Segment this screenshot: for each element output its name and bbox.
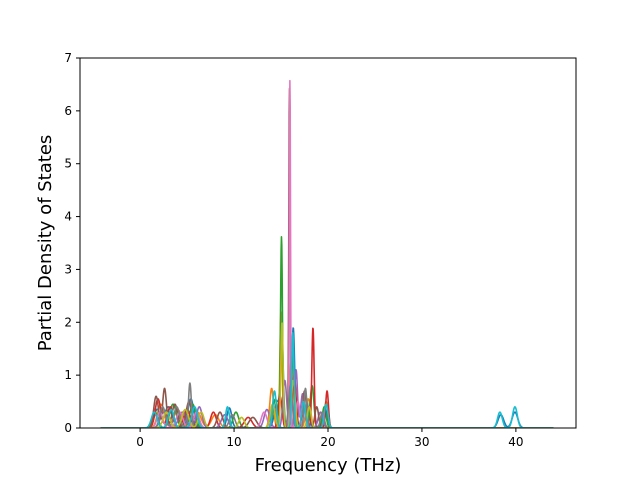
x-tick-label: 20 (320, 435, 335, 449)
y-tick-label: 5 (64, 157, 72, 171)
y-tick-label: 3 (64, 262, 72, 276)
x-tick-label: 10 (226, 435, 241, 449)
y-tick-label: 0 (64, 421, 72, 435)
y-tick-label: 7 (64, 51, 72, 65)
series-line-9 (100, 322, 554, 428)
y-axis-label: Partial Density of States (35, 135, 56, 352)
y-tick-label: 6 (64, 104, 72, 118)
x-tick-label: 0 (136, 435, 144, 449)
series-line-3 (100, 236, 554, 428)
y-axis: 0 1 2 3 4 5 6 7 (64, 51, 80, 435)
x-tick-label: 40 (508, 435, 523, 449)
series-line-10 (100, 332, 554, 428)
x-tick-label: 30 (414, 435, 429, 449)
series-line-7 (100, 79, 554, 428)
y-tick-label: 4 (64, 210, 72, 224)
y-tick-label: 2 (64, 315, 72, 329)
y-tick-label: 1 (64, 368, 72, 382)
x-axis: 0 10 20 30 40 (136, 428, 524, 449)
x-axis-label: Frequency (THz) (255, 455, 402, 476)
